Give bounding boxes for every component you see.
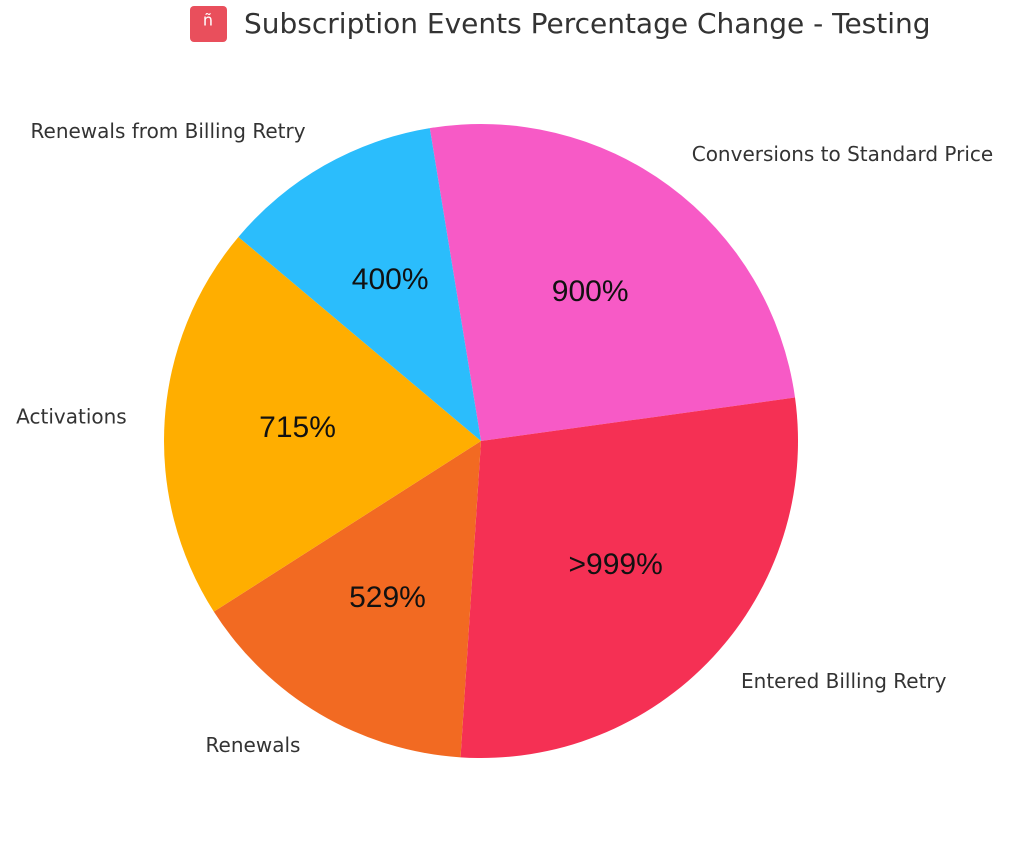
category-label: Renewals bbox=[206, 733, 301, 757]
pie-slice bbox=[238, 128, 481, 441]
title-icon bbox=[190, 6, 227, 42]
category-label: Conversions to Standard Price bbox=[692, 142, 993, 166]
pie-slice bbox=[429, 123, 796, 441]
value-label: 715% bbox=[259, 411, 336, 444]
pie-slice bbox=[164, 236, 482, 612]
category-label: Renewals from Billing Retry bbox=[31, 119, 306, 143]
value-label: >999% bbox=[569, 548, 663, 581]
category-label: Activations bbox=[16, 404, 127, 428]
value-label: 400% bbox=[352, 263, 429, 296]
value-label: 529% bbox=[349, 581, 426, 614]
value-label: 900% bbox=[552, 275, 629, 308]
pie-slice bbox=[460, 397, 798, 758]
chart-title: Subscription Events Percentage Change - … bbox=[244, 7, 931, 40]
title-icon-glyph: ñ bbox=[203, 11, 213, 30]
category-label: Entered Billing Retry bbox=[741, 669, 947, 693]
pie-slice bbox=[213, 441, 482, 758]
